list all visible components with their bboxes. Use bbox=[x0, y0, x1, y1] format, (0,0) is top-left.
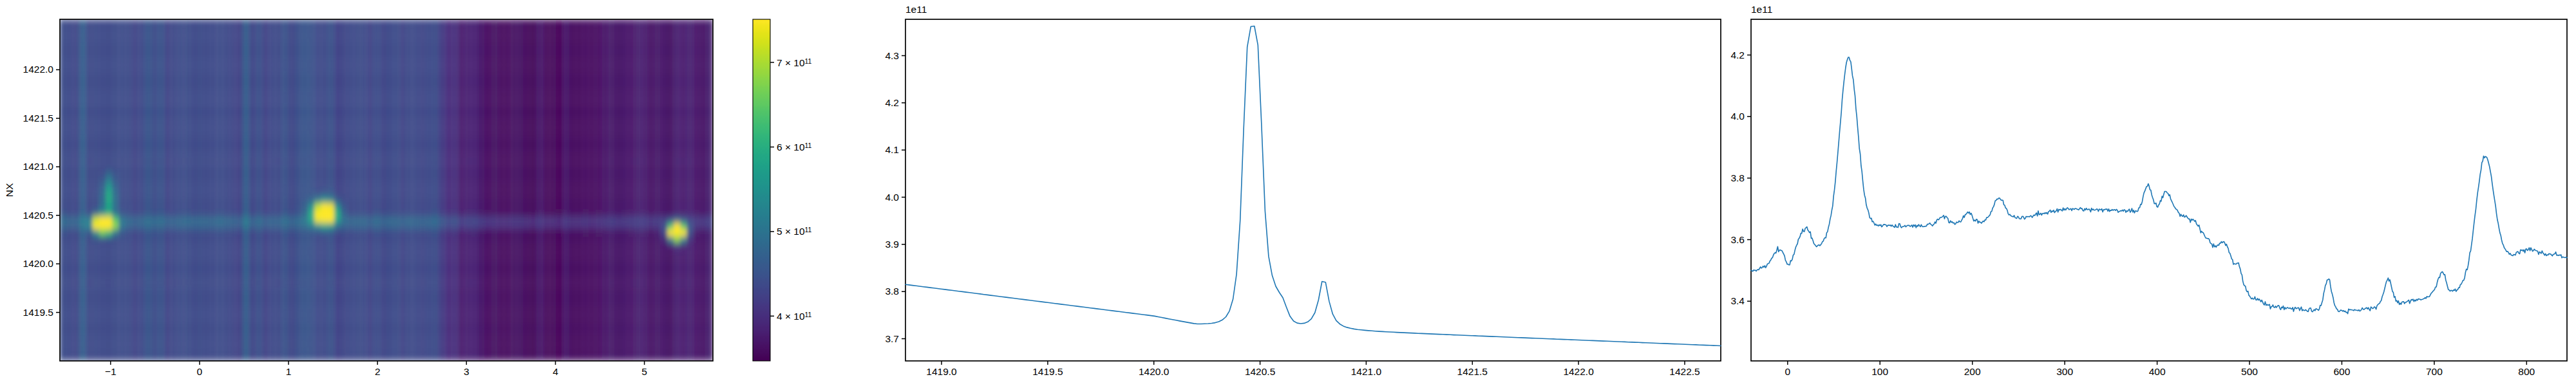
svg-text:0: 0 bbox=[1785, 366, 1790, 377]
svg-text:5: 5 bbox=[641, 366, 647, 377]
svg-text:1e11: 1e11 bbox=[1751, 4, 1772, 15]
svg-text:600: 600 bbox=[2333, 366, 2350, 377]
svg-text:4.1: 4.1 bbox=[885, 144, 899, 155]
svg-text:700: 700 bbox=[2426, 366, 2443, 377]
svg-text:3.8: 3.8 bbox=[885, 286, 899, 297]
svg-text:3.4: 3.4 bbox=[1730, 295, 1745, 306]
svg-text:1422.0: 1422.0 bbox=[23, 64, 54, 75]
svg-text:1422.5: 1422.5 bbox=[1669, 366, 1700, 377]
svg-text:4.3: 4.3 bbox=[885, 50, 899, 61]
svg-text:1421.5: 1421.5 bbox=[1457, 366, 1488, 377]
svg-text:400: 400 bbox=[2149, 366, 2166, 377]
svg-text:3.6: 3.6 bbox=[1730, 234, 1745, 245]
svg-text:NX: NX bbox=[4, 183, 15, 197]
svg-text:1420.0: 1420.0 bbox=[1139, 366, 1170, 377]
svg-text:1420.5: 1420.5 bbox=[1245, 366, 1275, 377]
svg-text:−1: −1 bbox=[105, 366, 117, 377]
svg-text:1e11: 1e11 bbox=[905, 4, 927, 15]
svg-text:3.8: 3.8 bbox=[1730, 172, 1745, 183]
svg-text:800: 800 bbox=[2518, 366, 2535, 377]
svg-text:3.9: 3.9 bbox=[885, 239, 899, 250]
svg-text:1421.5: 1421.5 bbox=[23, 113, 53, 124]
svg-text:2: 2 bbox=[375, 366, 381, 377]
svg-text:4.0: 4.0 bbox=[1730, 111, 1745, 122]
svg-text:0: 0 bbox=[197, 366, 203, 377]
svg-text:4.0: 4.0 bbox=[885, 192, 899, 203]
svg-text:1419.0: 1419.0 bbox=[926, 366, 957, 377]
svg-text:1421.0: 1421.0 bbox=[23, 161, 54, 172]
svg-text:300: 300 bbox=[2056, 366, 2073, 377]
svg-text:500: 500 bbox=[2241, 366, 2258, 377]
svg-text:100: 100 bbox=[1871, 366, 1888, 377]
svg-text:4: 4 bbox=[553, 366, 558, 377]
svg-text:1: 1 bbox=[286, 366, 292, 377]
svg-text:1420.0: 1420.0 bbox=[23, 258, 54, 269]
svg-text:1422.0: 1422.0 bbox=[1563, 366, 1594, 377]
svg-text:4.2: 4.2 bbox=[1730, 50, 1745, 60]
svg-text:1421.0: 1421.0 bbox=[1351, 366, 1382, 377]
svg-text:1419.5: 1419.5 bbox=[23, 307, 53, 318]
svg-text:200: 200 bbox=[1964, 366, 1981, 377]
svg-text:3.7: 3.7 bbox=[885, 333, 899, 344]
svg-text:1419.5: 1419.5 bbox=[1032, 366, 1063, 377]
svg-text:1420.5: 1420.5 bbox=[23, 210, 53, 221]
svg-text:3: 3 bbox=[464, 366, 469, 377]
svg-text:4.2: 4.2 bbox=[885, 97, 899, 108]
